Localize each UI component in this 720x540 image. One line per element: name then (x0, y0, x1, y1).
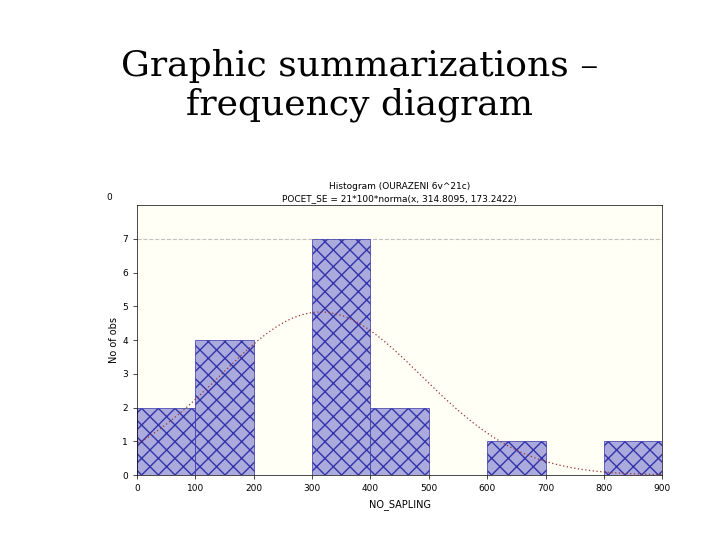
X-axis label: NO_SAPLING: NO_SAPLING (369, 499, 431, 510)
Bar (487, 442, 546, 475)
Bar (370, 408, 429, 475)
Bar (312, 239, 370, 475)
Text: 0: 0 (106, 193, 112, 201)
Text: Graphic summarizations –
frequency diagram: Graphic summarizations – frequency diagr… (121, 49, 599, 123)
Bar (604, 442, 662, 475)
Title: Histogram (OURAZENI 6v^21c)
POCET_SE = 21*100*norma(x, 314.8095, 173.2422): Histogram (OURAZENI 6v^21c) POCET_SE = 2… (282, 182, 517, 203)
Bar (137, 408, 195, 475)
Bar (195, 340, 253, 475)
Y-axis label: No of obs: No of obs (109, 317, 120, 363)
